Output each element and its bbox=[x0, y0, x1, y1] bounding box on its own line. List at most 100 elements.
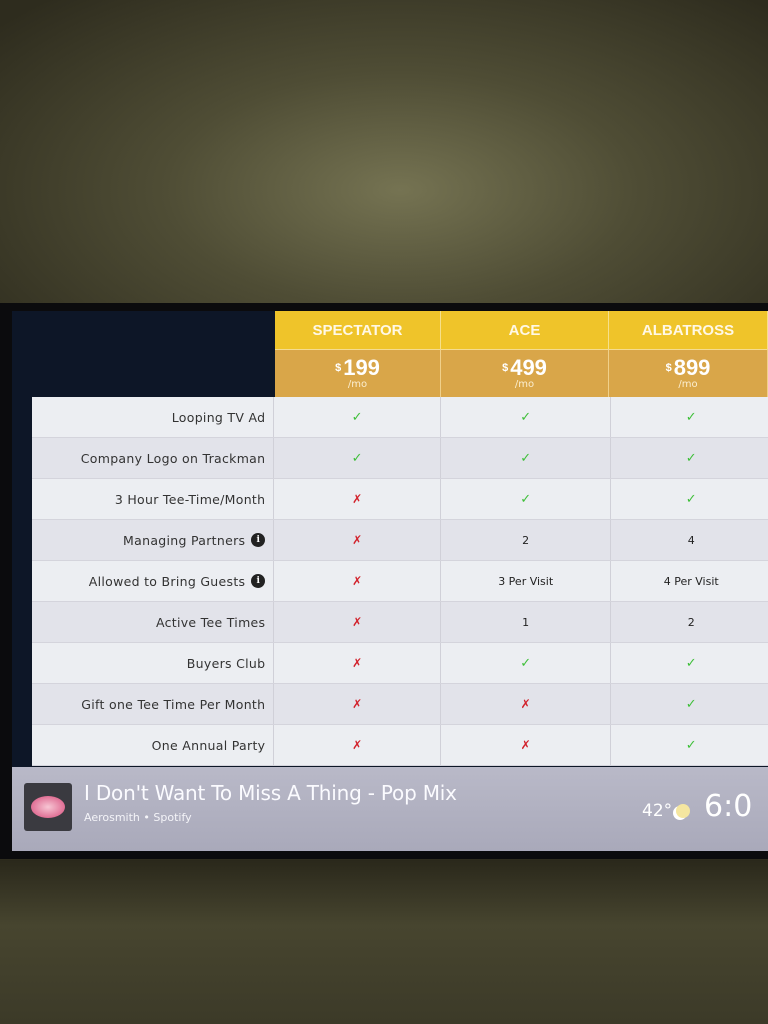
feature-cell: ✗ bbox=[274, 684, 441, 724]
plan-name: ACE bbox=[441, 311, 609, 349]
table-row: 3 Hour Tee-Time/Month ✗ ✓ ✓ bbox=[32, 479, 768, 520]
feature-cell: ✓ bbox=[274, 397, 441, 437]
feature-cell: ✓ bbox=[274, 438, 441, 478]
price-period: /mo bbox=[678, 379, 698, 390]
feature-cell: ✗ bbox=[274, 602, 441, 642]
table-row: Allowed to Bring Guests i ✗ 3 Per Visit 4 Pe… bbox=[32, 561, 768, 602]
cross-icon: ✗ bbox=[352, 738, 363, 752]
clock: 6:0 bbox=[704, 789, 753, 824]
cross-icon: ✗ bbox=[352, 533, 363, 547]
plan-name: SPECTATOR bbox=[275, 311, 441, 349]
feature-value: 2 bbox=[522, 533, 530, 547]
feature-cell: ✓ bbox=[611, 397, 768, 437]
tv-screen: SPECTATOR $199/mo ACE $499/mo ALBATROSS $8… bbox=[12, 311, 768, 851]
info-icon[interactable]: i bbox=[251, 533, 266, 547]
song-artist: Aerosmith • Spotify bbox=[84, 811, 192, 824]
feature-cell: ✗ bbox=[274, 520, 441, 560]
price-period: /mo bbox=[347, 379, 368, 390]
feature-cell: ✓ bbox=[441, 643, 612, 683]
feature-label: One Annual Party bbox=[32, 725, 275, 765]
feature-cell: ✓ bbox=[611, 725, 768, 765]
feature-label-text: 3 Hour Tee-Time/Month bbox=[114, 491, 266, 507]
feature-label-text: Managing Partners bbox=[123, 532, 246, 548]
feature-value: 3 Per Visit bbox=[498, 574, 554, 588]
feature-value: 4 Per Visit bbox=[663, 574, 719, 588]
feature-label: Gift one Tee Time Per Month bbox=[32, 684, 275, 724]
feature-cell: ✗ bbox=[274, 561, 441, 601]
cross-icon: ✗ bbox=[520, 738, 531, 752]
table-row: Gift one Tee Time Per Month ✗ ✗ ✓ bbox=[32, 684, 768, 725]
album-art bbox=[24, 783, 72, 831]
feature-cell: ✓ bbox=[441, 397, 612, 437]
feature-label-text: Buyers Club bbox=[186, 655, 266, 671]
check-icon: ✓ bbox=[520, 409, 532, 425]
plan-name: ALBATROSS bbox=[609, 311, 768, 349]
currency: $ bbox=[502, 362, 509, 374]
feature-cell: 4 Per Visit bbox=[611, 561, 768, 601]
feature-label-text: Gift one Tee Time Per Month bbox=[81, 696, 266, 712]
feature-label: Allowed to Bring Guests i bbox=[32, 561, 275, 601]
feature-cell: ✗ bbox=[274, 725, 441, 765]
table-row: Looping TV Ad ✓ ✓ ✓ bbox=[32, 397, 768, 438]
cross-icon: ✗ bbox=[352, 697, 363, 711]
price-period: /mo bbox=[514, 379, 535, 390]
feature-cell: ✗ bbox=[441, 725, 612, 765]
info-icon[interactable]: i bbox=[251, 574, 266, 588]
feature-cell: ✓ bbox=[611, 479, 768, 519]
feature-value: 4 bbox=[687, 533, 695, 547]
feature-cell: ✓ bbox=[611, 643, 768, 683]
check-icon: ✓ bbox=[520, 655, 532, 671]
price-amount: 199 bbox=[343, 355, 380, 380]
plan-header-ace: ACE $499/mo bbox=[441, 311, 609, 397]
feature-cell: 1 bbox=[441, 602, 612, 642]
check-icon: ✓ bbox=[685, 409, 697, 425]
check-icon: ✓ bbox=[520, 491, 532, 507]
tv: SPECTATOR $199/mo ACE $499/mo ALBATROSS $8… bbox=[0, 303, 768, 859]
check-icon: ✓ bbox=[685, 655, 697, 671]
feature-cell: 2 bbox=[611, 602, 768, 642]
table-row: Managing Partners i ✗ 2 4 bbox=[32, 520, 768, 561]
currency: $ bbox=[335, 362, 342, 374]
feature-cell: ✓ bbox=[441, 479, 612, 519]
feature-label: Buyers Club bbox=[32, 643, 275, 683]
table-row: One Annual Party ✗ ✗ ✓ bbox=[32, 725, 768, 766]
table-row: Buyers Club ✗ ✓ ✓ bbox=[32, 643, 768, 684]
feature-label: Company Logo on Trackman bbox=[32, 438, 275, 478]
feature-label-text: Looping TV Ad bbox=[171, 409, 266, 425]
wall bbox=[0, 860, 768, 1024]
partly-cloudy-icon bbox=[676, 804, 690, 818]
feature-cell: ✗ bbox=[274, 643, 441, 683]
cross-icon: ✗ bbox=[352, 574, 363, 588]
check-icon: ✓ bbox=[685, 450, 697, 466]
feature-cell: 4 bbox=[611, 520, 768, 560]
features-table: Looping TV Ad ✓ ✓ ✓ Company Logo on Trackman… bbox=[32, 397, 768, 766]
check-icon: ✓ bbox=[351, 450, 363, 466]
feature-cell: ✗ bbox=[441, 684, 612, 724]
plan-price: $199/mo bbox=[275, 349, 441, 397]
song-title: I Don't Want To Miss A Thing - Pop Mix bbox=[84, 781, 457, 805]
plan-price: $899/mo bbox=[609, 349, 768, 397]
feature-cell: 3 Per Visit bbox=[441, 561, 612, 601]
plan-header-albatross: ALBATROSS $899/mo bbox=[609, 311, 768, 397]
feature-label-text: One Annual Party bbox=[151, 737, 266, 753]
feature-label-text: Allowed to Bring Guests bbox=[88, 573, 246, 589]
feature-cell: ✗ bbox=[274, 479, 441, 519]
feature-label: Active Tee Times bbox=[32, 602, 275, 642]
table-row: Active Tee Times ✗ 1 2 bbox=[32, 602, 768, 643]
cross-icon: ✗ bbox=[352, 615, 363, 629]
cross-icon: ✗ bbox=[352, 656, 363, 670]
table-row: Company Logo on Trackman ✓ ✓ ✓ bbox=[32, 438, 768, 479]
check-icon: ✓ bbox=[520, 450, 532, 466]
currency: $ bbox=[665, 362, 672, 374]
plan-header-spectator: SPECTATOR $199/mo bbox=[275, 311, 441, 397]
check-icon: ✓ bbox=[685, 491, 697, 507]
price-amount: 899 bbox=[673, 355, 711, 380]
feature-label-text: Company Logo on Trackman bbox=[80, 450, 266, 466]
feature-label-text: Active Tee Times bbox=[155, 614, 266, 630]
aerosmith-logo bbox=[31, 796, 65, 818]
feature-label: Managing Partners i bbox=[32, 520, 275, 560]
now-playing-overlay bbox=[12, 767, 768, 851]
price-amount: 499 bbox=[510, 355, 547, 380]
plan-price: $499/mo bbox=[441, 349, 609, 397]
feature-label: 3 Hour Tee-Time/Month bbox=[32, 479, 275, 519]
